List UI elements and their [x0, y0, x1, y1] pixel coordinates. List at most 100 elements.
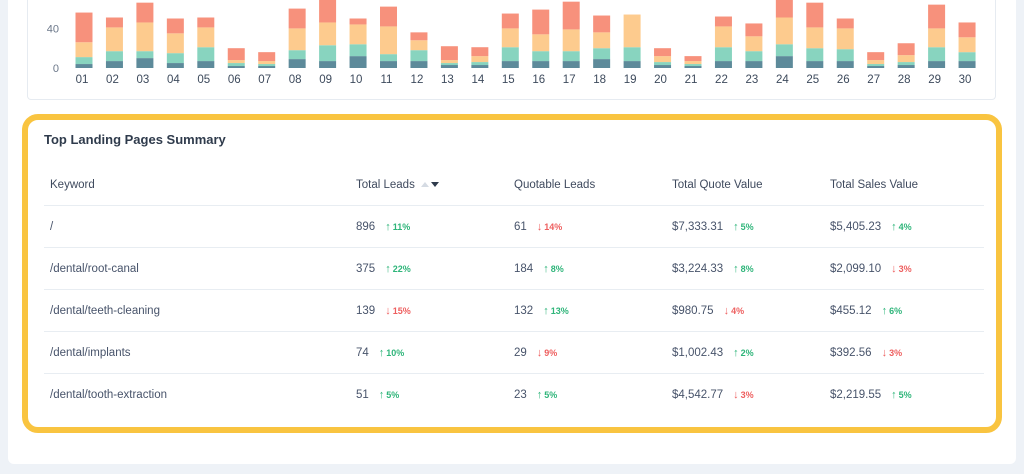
bar-segment[interactable]	[319, 45, 337, 62]
bar-segment[interactable]	[197, 61, 215, 68]
bar-segment[interactable]	[471, 47, 489, 57]
bar-segment[interactable]	[562, 51, 580, 62]
bar-segment[interactable]	[136, 22, 154, 52]
bar-segment[interactable]	[897, 43, 915, 56]
column-total-quote-value[interactable]: Total Quote Value	[672, 178, 763, 191]
bar-segment[interactable]	[867, 66, 885, 68]
bar-segment[interactable]	[380, 61, 397, 68]
bar-segment[interactable]	[349, 24, 367, 45]
bar-segment[interactable]	[867, 64, 885, 67]
table-row[interactable]: /896 ↑ 11% 61 ↓ 14% $7,333.31 ↑ 5% $5,405.23 ↑ 4%	[44, 206, 984, 248]
bar-segment[interactable]	[288, 50, 306, 60]
bar-segment[interactable]	[745, 51, 763, 62]
bar-segment[interactable]	[471, 56, 489, 63]
bar-segment[interactable]	[897, 65, 915, 68]
bar-segment[interactable]	[593, 15, 611, 33]
column-quotable-leads[interactable]: Quotable Leads	[514, 178, 596, 191]
bar-segment[interactable]	[867, 52, 885, 61]
bar-segment[interactable]	[410, 40, 428, 51]
bar-segment[interactable]	[166, 53, 184, 64]
bar-segment[interactable]	[258, 66, 276, 68]
bar-segment[interactable]	[349, 44, 367, 57]
bar-segment[interactable]	[105, 27, 123, 52]
bar-segment[interactable]	[532, 34, 550, 52]
bar-segment[interactable]	[136, 58, 154, 68]
bar-segment[interactable]	[75, 57, 93, 65]
column-total-sales-value[interactable]: Total Sales Value	[830, 178, 919, 191]
bar-segment[interactable]	[775, 17, 793, 45]
bar-segment[interactable]	[928, 4, 946, 29]
bar-segment[interactable]	[532, 51, 550, 62]
bar-segment[interactable]	[775, 56, 793, 68]
table-row[interactable]: /dental/teeth-cleaning 139 ↓ 15% 132 ↑ 13% $980…	[44, 290, 984, 332]
bar-segment[interactable]	[654, 62, 672, 66]
bar-segment[interactable]	[136, 51, 154, 59]
bar-segment[interactable]	[775, 0, 793, 18]
bar-segment[interactable]	[684, 66, 702, 68]
bar-segment[interactable]	[319, 0, 337, 23]
bar-segment[interactable]	[501, 13, 519, 29]
bar-segment[interactable]	[501, 47, 519, 62]
bar-segment[interactable]	[227, 48, 245, 61]
bar-segment[interactable]	[562, 61, 580, 68]
bar-segment[interactable]	[166, 18, 184, 34]
bar-segment[interactable]	[806, 48, 824, 62]
bar-segment[interactable]	[928, 47, 946, 62]
bar-segment[interactable]	[897, 55, 915, 63]
column-keyword[interactable]: Keyword	[50, 178, 95, 191]
bar-segment[interactable]	[197, 17, 215, 28]
bar-segment[interactable]	[258, 61, 276, 65]
bar-segment[interactable]	[440, 46, 458, 61]
bar-segment[interactable]	[562, 1, 580, 30]
bar-segment[interactable]	[288, 59, 306, 68]
bar-segment[interactable]	[410, 32, 428, 41]
bar-segment[interactable]	[806, 2, 824, 28]
bar-segment[interactable]	[714, 61, 732, 68]
bar-segment[interactable]	[928, 61, 946, 68]
bar-segment[interactable]	[623, 14, 641, 48]
bar-segment[interactable]	[836, 18, 854, 29]
bar-segment[interactable]	[319, 22, 337, 46]
bar-segment[interactable]	[197, 47, 215, 62]
bar-segment[interactable]	[806, 27, 824, 49]
bar-segment[interactable]	[532, 9, 550, 35]
table-row[interactable]: /dental/root-canal 375 ↑ 22% 184 ↑ 8% $3,224.33…	[44, 248, 984, 290]
bar-segment[interactable]	[258, 64, 276, 67]
bar-segment[interactable]	[745, 23, 763, 37]
bar-segment[interactable]	[501, 28, 519, 48]
bar-segment[interactable]	[440, 60, 458, 64]
bar-segment[interactable]	[440, 65, 458, 68]
bar-segment[interactable]	[471, 62, 489, 66]
bar-segment[interactable]	[105, 17, 123, 28]
bar-segment[interactable]	[75, 42, 93, 58]
bar-segment[interactable]	[623, 61, 641, 68]
bar-segment[interactable]	[654, 48, 672, 57]
bar-segment[interactable]	[319, 61, 337, 68]
bar-segment[interactable]	[75, 12, 93, 43]
bar-segment[interactable]	[288, 28, 306, 51]
bar-segment[interactable]	[958, 22, 976, 38]
table-row[interactable]: /dental/implants 74 ↑ 10% 29 ↓ 9% $1,002.43 ↑ 2% $…	[44, 332, 984, 374]
bar-segment[interactable]	[349, 56, 367, 68]
bar-segment[interactable]	[836, 61, 854, 68]
bar-segment[interactable]	[958, 52, 976, 62]
bar-segment[interactable]	[380, 54, 397, 62]
bar-segment[interactable]	[166, 33, 184, 54]
bar-segment[interactable]	[684, 64, 702, 67]
bar-segment[interactable]	[745, 61, 763, 68]
bar-segment[interactable]	[623, 47, 641, 62]
bar-segment[interactable]	[806, 61, 824, 68]
bar-segment[interactable]	[75, 64, 93, 68]
bar-segment[interactable]	[227, 63, 245, 67]
bar-segment[interactable]	[593, 48, 611, 60]
bar-segment[interactable]	[258, 52, 276, 62]
bar-segment[interactable]	[928, 28, 946, 48]
bar-segment[interactable]	[714, 16, 732, 27]
bar-segment[interactable]	[227, 60, 245, 64]
bar-segment[interactable]	[380, 6, 397, 27]
bar-segment[interactable]	[867, 60, 885, 65]
bar-segment[interactable]	[745, 36, 763, 52]
bar-segment[interactable]	[471, 65, 489, 68]
bar-segment[interactable]	[227, 66, 245, 68]
bar-segment[interactable]	[562, 29, 580, 52]
